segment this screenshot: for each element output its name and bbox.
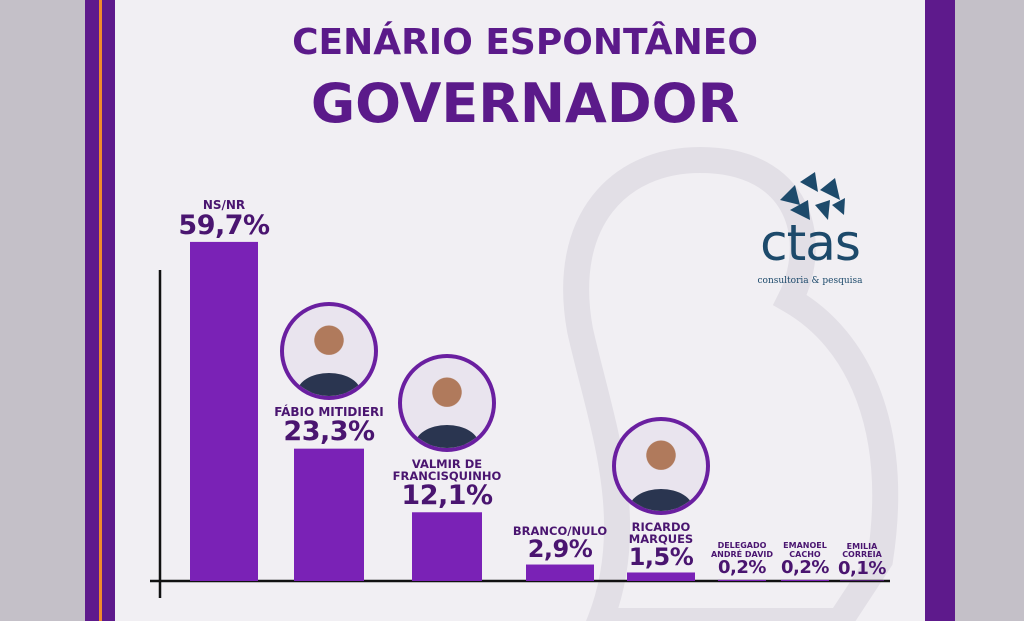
logo-name: ctas bbox=[760, 214, 861, 272]
category-label: EMANOEL CACHO bbox=[783, 541, 827, 559]
bar-label: NS/NR 59,7% bbox=[169, 199, 279, 240]
category-label: NS/NR bbox=[202, 197, 246, 212]
bar bbox=[190, 241, 258, 582]
chart-subtitle: GOVERNADOR bbox=[310, 72, 740, 135]
logo-mark bbox=[780, 172, 845, 220]
bar bbox=[781, 579, 829, 581]
orange-line bbox=[99, 0, 102, 621]
bird-watermark bbox=[563, 146, 899, 621]
bar bbox=[840, 580, 884, 581]
bar bbox=[718, 579, 766, 581]
chart-title: CENÁRIO ESPONTÂNEO bbox=[292, 22, 758, 63]
category-label: BRANCO/NULO bbox=[512, 524, 608, 539]
bar bbox=[627, 572, 695, 581]
blur-right bbox=[955, 0, 1024, 621]
value-label: 2,9% bbox=[527, 535, 593, 564]
candidate-photo bbox=[612, 417, 710, 516]
category-label: RICARDO MARQUES bbox=[628, 520, 694, 547]
bar-label: BRANCO/NULO 2,9% bbox=[505, 525, 615, 562]
bar-label: DELEGADO ANDRÉ DAVID 0,2% bbox=[707, 542, 777, 578]
value-label: 1,5% bbox=[628, 543, 694, 572]
bar bbox=[526, 564, 594, 581]
bar bbox=[412, 512, 482, 581]
candidate-photo bbox=[398, 353, 496, 452]
bar-label: EMILIA CORREIA 0,1% bbox=[834, 541, 890, 579]
category-label: FÁBIO MITIDIERI bbox=[274, 404, 384, 419]
value-label: 12,1% bbox=[401, 479, 493, 511]
value-label: 0,2% bbox=[718, 556, 766, 578]
value-label: 0,2% bbox=[781, 556, 829, 578]
right-strip bbox=[925, 0, 955, 621]
bar-label: FÁBIO MITIDIERI 23,3% bbox=[264, 301, 394, 448]
candidate-photo bbox=[280, 301, 378, 400]
bar bbox=[294, 448, 364, 581]
bar-label: VALMIR DE FRANCISQUINHO 12,1% bbox=[382, 353, 512, 511]
value-label: 0,1% bbox=[838, 557, 886, 579]
bar-label: EMANOEL CACHO 0,2% bbox=[775, 542, 835, 578]
value-label: 23,3% bbox=[283, 416, 375, 448]
category-label: DELEGADO ANDRÉ DAVID bbox=[710, 541, 774, 559]
value-label: 59,7% bbox=[178, 209, 270, 241]
category-label: EMILIA CORREIA bbox=[842, 541, 882, 560]
logo-tagline: consultoria & pesquisa bbox=[757, 276, 863, 286]
blur-left bbox=[0, 0, 85, 621]
category-label: VALMIR DE FRANCISQUINHO bbox=[392, 456, 502, 483]
bar-label: RICARDO MARQUES 1,5% bbox=[611, 417, 711, 570]
